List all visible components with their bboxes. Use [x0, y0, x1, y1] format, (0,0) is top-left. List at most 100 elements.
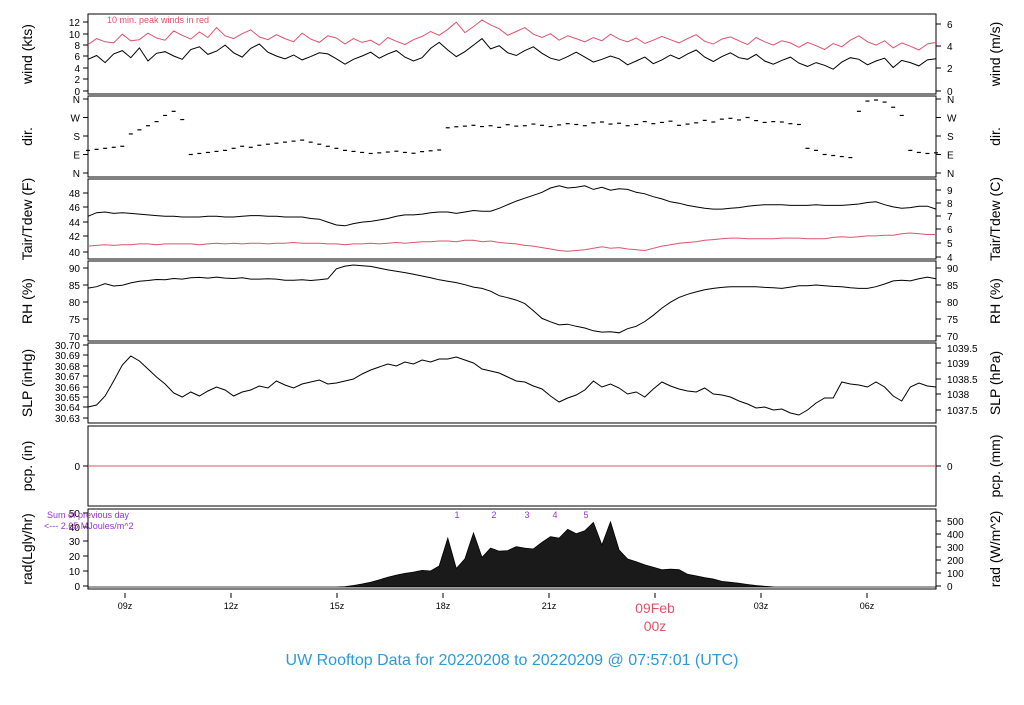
slp-ylabel-right: SLP (hPa) [987, 351, 1003, 415]
slp-right-tick-label: 1039 [947, 359, 970, 370]
rad-right-tick-label: 300 [947, 543, 964, 554]
wind-right-tick-label: 4 [947, 42, 953, 53]
temp-left-tick-label: 48 [69, 189, 81, 200]
peak-winds-note: 10 min. peak winds in red [107, 15, 209, 25]
temp-ylabel-left: Tair/Tdew (F) [19, 178, 35, 260]
rh-panel-frame [87, 260, 937, 342]
rad-peak-label: 2 [491, 510, 496, 520]
pcp-right-tick-label: 0 [947, 462, 953, 473]
dir-left-tick-label: N [73, 95, 80, 106]
rh-right-tick-label: 90 [947, 264, 959, 275]
x-tick-label: 15z [330, 601, 345, 611]
wind-right-tick-label: 2 [947, 64, 953, 75]
temp-ylabel-right: Tair/Tdew (C) [987, 177, 1003, 261]
slp-left-tick-label: 30.63 [55, 414, 80, 425]
chart-title: UW Rooftop Data for 20220208 to 20220209… [286, 652, 739, 669]
slp-left-tick-label: 30.66 [55, 383, 80, 394]
temp-left-tick-label: 44 [69, 218, 81, 229]
rad-peak-label: 4 [552, 510, 557, 520]
temp-right-tick-label: 7 [947, 212, 953, 223]
dir-panel-frame [87, 95, 937, 178]
rh-right-tick-label: 70 [947, 332, 959, 343]
x-tick-label: 18z [436, 601, 451, 611]
rh-left-tick-label: 80 [69, 298, 81, 309]
rh-ylabel-right: RH (%) [987, 278, 1003, 324]
rad-sum-note: Sum of previous day [47, 510, 130, 520]
rad-panel-frame [87, 508, 937, 590]
dir-right-tick-label: W [947, 114, 957, 125]
temp-right-tick-label: 8 [947, 199, 953, 210]
rad-ylabel-right: rad (W/m^2) [987, 511, 1003, 588]
wind-left-tick-label: 0 [74, 87, 80, 98]
rad-left-tick-label: 0 [74, 582, 80, 593]
rad-right-tick-label: 500 [947, 517, 964, 528]
x-tick-label: 06z [860, 601, 875, 611]
wind-left-tick-label: 4 [74, 64, 80, 75]
wind-panel-frame [87, 13, 937, 95]
slp-left-tick-label: 30.67 [55, 372, 80, 383]
temp-right-tick-label: 5 [947, 239, 953, 250]
dir-right-tick-label: S [947, 132, 954, 143]
slp-left-tick-label: 30.65 [55, 393, 80, 404]
slp-left-tick-label: 30.64 [55, 403, 80, 414]
pcp-ylabel-left: pcp. (in) [19, 441, 35, 492]
wind-series-0-line [87, 37, 937, 70]
wind-right-tick-label: 6 [947, 20, 953, 31]
dir-left-tick-label: S [73, 132, 80, 143]
pcp-left-tick-label: 0 [74, 462, 80, 473]
x-tick-label: 21z [542, 601, 557, 611]
rad-right-tick-label: 0 [947, 582, 953, 593]
dir-ylabel-left: dir. [19, 127, 35, 146]
wind-left-tick-label: 12 [69, 18, 81, 29]
dir-ylabel-right: dir. [987, 127, 1003, 146]
rad-left-tick-label: 50 [69, 509, 81, 520]
slp-left-tick-label: 30.68 [55, 362, 80, 373]
slp-left-tick-label: 30.70 [55, 341, 80, 352]
wind-series-1-line [87, 19, 937, 51]
x-tick-label: 09z [118, 601, 133, 611]
temp-left-tick-label: 42 [69, 232, 81, 243]
rad-left-tick-label: 30 [69, 537, 81, 548]
rh-left-tick-label: 85 [69, 281, 81, 292]
slp-left-tick-label: 30.69 [55, 351, 80, 362]
rad-right-tick-label: 100 [947, 569, 964, 580]
slp-right-tick-label: 1038.5 [947, 375, 978, 386]
rad-series-0-area [88, 520, 936, 588]
pcp-ylabel-right: pcp. (mm) [987, 435, 1003, 498]
dir-left-tick-label: N [73, 169, 80, 180]
rad-peak-label: 5 [583, 510, 588, 520]
wind-left-tick-label: 2 [74, 75, 80, 86]
slp-right-tick-label: 1039.5 [947, 344, 978, 355]
temp-panel-frame [87, 178, 937, 260]
rh-right-tick-label: 85 [947, 281, 959, 292]
wind-left-tick-label: 10 [69, 30, 81, 41]
rh-left-tick-label: 75 [69, 315, 81, 326]
rad-ylabel-left: rad(Lgly/hr) [19, 513, 35, 585]
wind-right-tick-label: 0 [947, 87, 953, 98]
wind-ylabel-left: wind (kts) [19, 24, 35, 85]
wind-ylabel-right: wind (m/s) [987, 22, 1003, 88]
dir-left-tick-label: W [71, 114, 81, 125]
x-date-label: 09Feb [635, 600, 675, 616]
rad-left-tick-label: 20 [69, 552, 81, 563]
temp-left-tick-label: 46 [69, 203, 81, 214]
rh-series-0-line [87, 264, 937, 334]
rad-left-tick-label: 10 [69, 567, 81, 578]
rh-ylabel-left: RH (%) [19, 278, 35, 324]
rad-right-tick-label: 200 [947, 556, 964, 567]
slp-ylabel-left: SLP (inHg) [19, 349, 35, 417]
temp-left-tick-label: 40 [69, 248, 81, 259]
temp-series-1-line [87, 232, 936, 252]
x-tick-label: 12z [224, 601, 239, 611]
dir-right-tick-label: E [947, 151, 954, 162]
rh-right-tick-label: 80 [947, 298, 959, 309]
rh-left-tick-label: 70 [69, 332, 81, 343]
dir-right-tick-label: N [947, 169, 954, 180]
x-date-sublabel: 00z [644, 618, 667, 634]
dir-right-tick-label: N [947, 95, 954, 106]
slp-panel-frame [87, 342, 937, 424]
rad-peak-label: 1 [454, 510, 459, 520]
rad-sum-value: <--- 2.65 MJoules/m^2 [44, 521, 134, 531]
